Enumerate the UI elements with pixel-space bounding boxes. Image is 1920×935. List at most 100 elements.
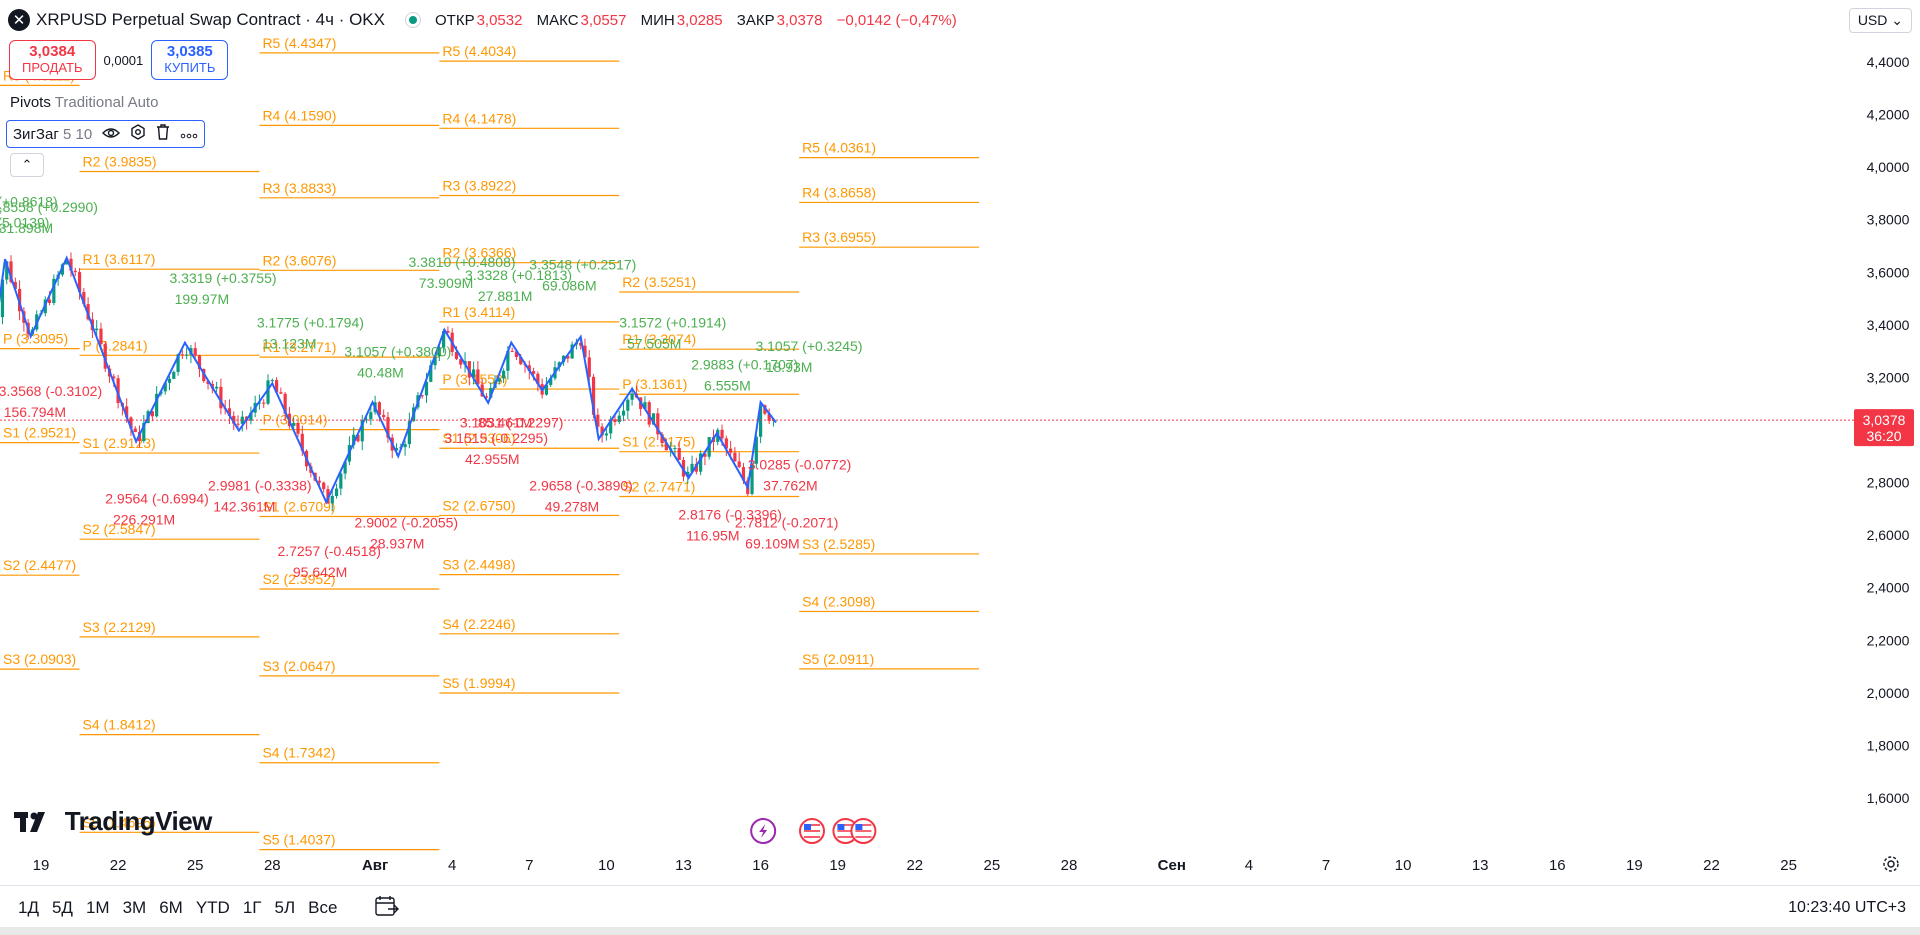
zigzag-label: 226.291M [113, 512, 175, 528]
candle-body [699, 453, 703, 472]
calendar-icon[interactable] [375, 895, 399, 923]
y-tick-label: 3,2000 [1867, 369, 1910, 385]
indicator-pivots[interactable]: Pivots Traditional Auto [10, 94, 158, 111]
candle-body [73, 270, 77, 273]
sell-button[interactable]: 3,0384 ПРОДАТЬ [9, 40, 96, 80]
candle-body [673, 448, 677, 450]
period-6m[interactable]: 6М [159, 898, 183, 917]
candle-body [686, 471, 690, 477]
period-ytd[interactable]: YTD [195, 898, 230, 917]
close-circle-icon[interactable]: ✕ [8, 9, 30, 31]
period-1d[interactable]: 1Д [18, 898, 39, 917]
x-tick-label: 25 [1780, 857, 1797, 874]
settings-icon[interactable] [130, 124, 146, 144]
candle-body [262, 402, 266, 404]
spread-value: 0,0001 [103, 52, 144, 68]
x-tick-label: 19 [1626, 857, 1643, 874]
eye-icon[interactable] [102, 126, 121, 143]
period-1y[interactable]: 1Г [242, 898, 262, 917]
candle-body [750, 463, 754, 494]
candle-body [172, 371, 176, 379]
flag-canton [837, 824, 845, 830]
high-label: МАКС [536, 11, 579, 29]
pivot-label: R5 (4.4347) [262, 35, 336, 51]
zigzag-label: 3.1057 (+0.3800) [344, 343, 451, 359]
candle-body [613, 419, 617, 422]
period-1m[interactable]: 1М [85, 898, 110, 917]
candle-body [343, 461, 347, 474]
candle-body [47, 299, 52, 303]
zigzag-label: 73.909M [419, 275, 473, 291]
x-tick-label: 4 [448, 857, 456, 874]
zigzag-label: 3.1572 (+0.1914) [619, 314, 726, 330]
candle-body [651, 413, 656, 425]
y-tick-label: 2,2000 [1867, 632, 1910, 648]
zigzag-label: 3.1775 (+0.1794) [257, 314, 364, 330]
candle-body [767, 413, 771, 421]
trash-icon[interactable] [156, 124, 170, 144]
zigzag-name: ЗигЗаг [13, 125, 59, 143]
price-chart[interactable]: 4,4000 4,2000 4,0000 3,8000 3,6000 3,4000 3,20… [0, 0, 1920, 884]
chevron-up-icon: ⌃ [21, 157, 33, 172]
buy-button[interactable]: 3,0385 КУПИТЬ [151, 40, 229, 80]
period-5d[interactable]: 5Д [51, 898, 73, 917]
candle-body [352, 434, 356, 446]
candle-body [664, 443, 668, 451]
symbol-title[interactable]: XRPUSD Perpetual Swap Contract · 4ч · OK… [36, 10, 385, 29]
period-all[interactable]: Все [308, 898, 338, 917]
candle-body [317, 480, 322, 483]
pivot-label: R4 (4.1590) [262, 107, 336, 123]
pivot-label: R1 (3.6117) [83, 251, 156, 267]
zigzag-label: 95.642M [293, 564, 347, 580]
pivot-label: S4 (2.3098) [802, 593, 875, 609]
axis-settings-icon[interactable] [1882, 855, 1900, 878]
candle-body [227, 408, 232, 416]
pivot-label: R1 (3.3074) [622, 331, 696, 347]
zigzag-label: 2.7812 (-0.2071) [735, 514, 839, 530]
currency-select[interactable]: USD ⌄ [1848, 8, 1912, 33]
candle-body [510, 350, 514, 352]
candle-body [193, 348, 197, 356]
y-tick-label: 2,8000 [1867, 475, 1910, 491]
y-tick-label: 2,6000 [1867, 527, 1910, 543]
candle-body [596, 414, 600, 427]
pivot-label: R4 (4.1478) [442, 110, 516, 126]
more-icon[interactable] [180, 126, 198, 143]
candle-body [600, 426, 604, 436]
candle-body [0, 279, 5, 318]
bar-countdown: 36:20 [1866, 428, 1901, 444]
chevron-down-icon: ⌄ [1891, 12, 1903, 28]
close-value: 3,0378 [776, 11, 823, 29]
candle-body [617, 415, 621, 422]
x-tick-label: 4 [1245, 857, 1253, 874]
tradingview-logo[interactable]: TradingView [14, 806, 212, 837]
zigzag-label: 116.95M [686, 527, 739, 543]
y-tick-label: 4,2000 [1867, 107, 1910, 123]
candle-body [591, 376, 596, 415]
zigzag-label: 69.109M [745, 535, 799, 551]
zigzag-label: (+0.8618) [0, 194, 58, 210]
zigzag-label: 3.3810 (+0.4808) [409, 254, 516, 270]
utc-clock[interactable]: 10:23:40 UTC+3 [1788, 899, 1906, 916]
zigzag-label: 2.9564 (-0.6994) [105, 491, 209, 507]
candle-body [579, 342, 583, 346]
candle-body [442, 330, 446, 348]
y-tick-label: 1,6000 [1867, 790, 1910, 806]
candle-body [424, 381, 429, 396]
sell-price: 3,0384 [29, 43, 76, 60]
candle-body [300, 433, 304, 451]
flag-canton [804, 824, 811, 830]
period-5y[interactable]: 5Л [274, 898, 296, 917]
candle-body [484, 396, 489, 398]
candle-body [467, 361, 471, 378]
candle-body [497, 378, 501, 382]
open-value: 3,0532 [476, 11, 523, 29]
zigzag-label: 3,8558 (+0.2990) [0, 199, 98, 215]
candle-body [219, 386, 223, 409]
indicator-zigzag[interactable]: ЗигЗаг 5 10 [6, 120, 206, 148]
collapse-legend-button[interactable]: ⌃ [10, 153, 44, 177]
period-3m[interactable]: 3М [122, 898, 147, 917]
candle-body [52, 278, 56, 303]
candle-body [377, 402, 381, 416]
pivot-label: R4 (3.8658) [802, 184, 876, 200]
